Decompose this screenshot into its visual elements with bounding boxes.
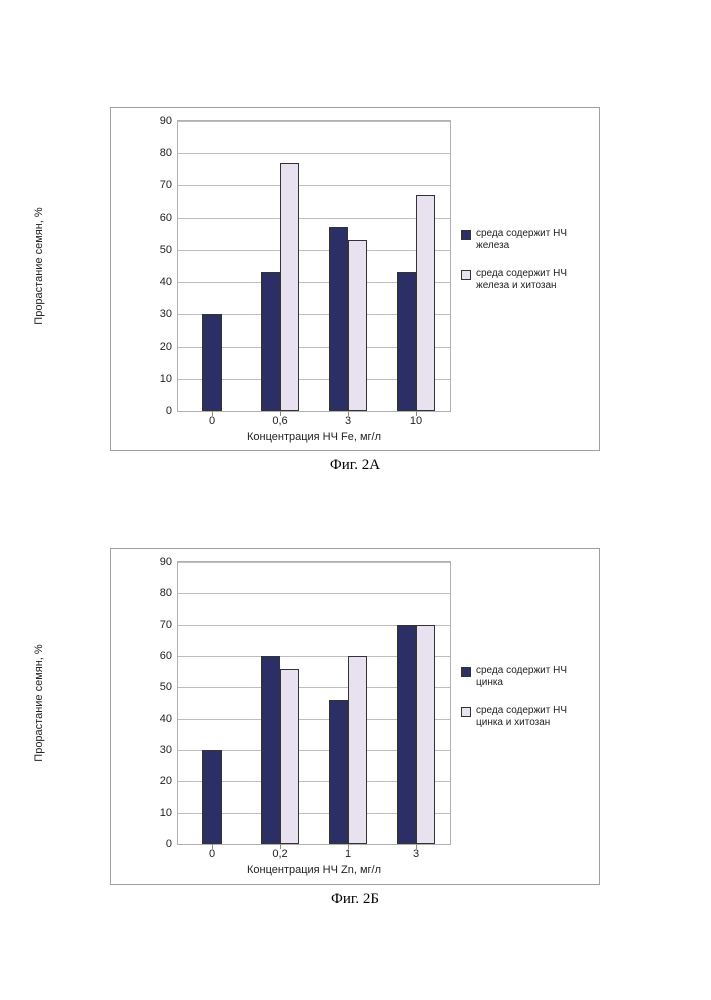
grid-line (178, 185, 450, 186)
y-tick-label: 10 (160, 807, 172, 819)
x-axis-title: Концентрация НЧ Fe, мг/л (247, 431, 381, 443)
legend-item: среда содержит НЧ железа и хитозан (461, 268, 586, 292)
bar (202, 750, 221, 844)
bar (329, 700, 348, 844)
y-tick-label: 20 (160, 775, 172, 787)
y-tick-label: 90 (160, 115, 172, 127)
y-tick-label: 20 (160, 341, 172, 353)
bar (261, 272, 280, 411)
y-tick-label: 30 (160, 308, 172, 320)
bar (397, 625, 416, 844)
y-tick-label: 50 (160, 244, 172, 256)
bar (202, 314, 221, 411)
grid-line (178, 121, 450, 122)
chartA-caption: Фиг. 2А (110, 457, 600, 474)
grid-line (178, 218, 450, 219)
chartB-frame: 0 10 20 30 40 50 60 70 80 90 0 0,2 1 3 Концентрация НЧ… (110, 548, 600, 885)
y-tick-label: 80 (160, 147, 172, 159)
page: 010203040506070809000,6310Концентрация Н… (0, 0, 711, 1000)
legend-swatch (461, 667, 471, 677)
grid-line (178, 562, 450, 563)
y-tick-label: 10 (160, 373, 172, 385)
x-axis-title: Концентрация НЧ Zn, мг/л (247, 864, 381, 876)
y-tick-label: 30 (160, 744, 172, 756)
x-tick-label: 0,2 (272, 848, 287, 860)
chartA-plot: 010203040506070809000,6310Концентрация Н… (177, 120, 451, 412)
y-tick-label: 0 (166, 405, 172, 417)
bar (280, 163, 299, 411)
chartB-plot: 010203040506070809000,213Концентрация НЧ… (177, 561, 451, 845)
bar (261, 656, 280, 844)
grid-line (178, 593, 450, 594)
legend-item: среда содержит НЧ цинка и хитозан (461, 705, 586, 729)
y-tick-label: 70 (160, 179, 172, 191)
x-tick-label: 0 (209, 415, 215, 427)
bar (329, 227, 348, 411)
chartA-figure: 0 10 20 30 40 50 60 70 80 90 0 0,6 3 10 Концентрация Н… (110, 107, 600, 474)
y-tick-label: 70 (160, 619, 172, 631)
y-tick-label: 60 (160, 212, 172, 224)
legend-swatch (461, 707, 471, 717)
legend-text: среда содержит НЧ железа (476, 228, 586, 252)
bar (416, 195, 435, 411)
grid-line (178, 153, 450, 154)
y-tick-label: 0 (166, 838, 172, 850)
x-tick-label: 3 (345, 415, 351, 427)
y-tick-label: 50 (160, 681, 172, 693)
y-tick-label: 40 (160, 713, 172, 725)
legend-text: среда содержит НЧ цинка и хитозан (476, 705, 586, 729)
legend-item: среда содержит НЧ цинка (461, 665, 586, 689)
chartB-legend: среда содержит НЧ цинка среда содержит НЧ… (461, 665, 586, 745)
bar (348, 240, 367, 411)
legend-swatch (461, 230, 471, 240)
legend-swatch (461, 270, 471, 280)
bar (348, 656, 367, 844)
bar (280, 669, 299, 844)
x-tick-label: 3 (413, 848, 419, 860)
y-tick-label: 90 (160, 556, 172, 568)
legend-item: среда содержит НЧ железа (461, 228, 586, 252)
legend-text: среда содержит НЧ железа и хитозан (476, 268, 586, 292)
chartB-caption: Фиг. 2Б (110, 891, 600, 908)
x-tick-label: 10 (410, 415, 422, 427)
x-tick-label: 0,6 (272, 415, 287, 427)
chartA-legend: среда содержит НЧ железа среда содержит Н… (461, 228, 586, 308)
chartB-figure: 0 10 20 30 40 50 60 70 80 90 0 0,2 1 3 Концентрация НЧ… (110, 548, 600, 908)
y-axis-title: Прорастание семян, % (33, 644, 45, 761)
y-tick-label: 60 (160, 650, 172, 662)
x-tick-label: 0 (209, 848, 215, 860)
bar (416, 625, 435, 844)
y-tick-label: 40 (160, 276, 172, 288)
bar (397, 272, 416, 411)
x-tick-label: 1 (345, 848, 351, 860)
legend-text: среда содержит НЧ цинка (476, 665, 586, 689)
y-axis-title: Прорастание семян, % (33, 207, 45, 324)
grid-line (178, 250, 450, 251)
chartA-frame: 0 10 20 30 40 50 60 70 80 90 0 0,6 3 10 Концентрация Н… (110, 107, 600, 451)
y-tick-label: 80 (160, 587, 172, 599)
